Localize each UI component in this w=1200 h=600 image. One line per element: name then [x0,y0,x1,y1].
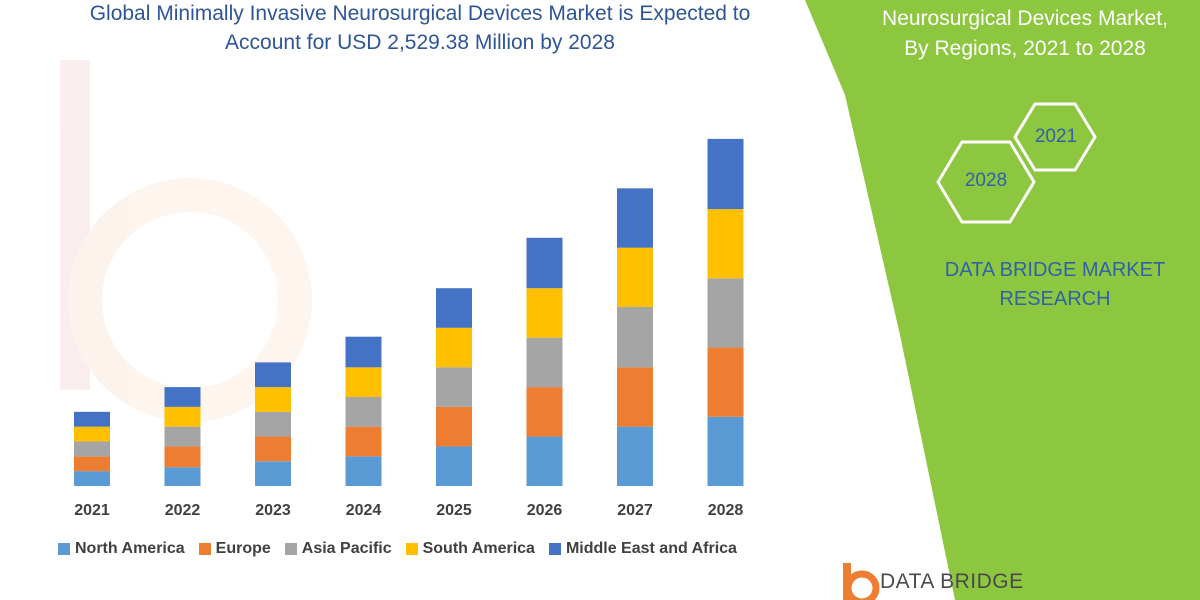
bar-2028-series-3 [707,209,744,279]
logo-text: DATA BRIDGE [880,570,1024,593]
corner-logo [843,563,880,600]
bar-2027-series-3 [617,247,653,308]
legend-swatch [284,543,297,555]
bar-2026-series-2 [526,337,563,388]
bar-2021-series-0 [74,471,110,486]
bar-2023-series-1 [255,436,291,462]
bar-2028-series-0 [707,416,744,486]
legend-swatch [405,543,418,555]
bar-2026-series-4 [526,237,563,289]
bar-2024-series-2 [345,397,382,427]
x-tick-label: 2023 [255,502,291,519]
legend-item: North America [58,540,185,558]
bar-2021-series-2 [74,441,110,457]
bar-2025-series-3 [436,327,472,368]
legend-swatch [58,543,70,555]
bar-2024-series-3 [345,367,382,397]
x-tick-label: 2027 [617,502,653,519]
x-tick-label: 2021 [74,502,110,519]
chart-title-line-1: Global Minimally Invasive Neurosurgical … [89,2,751,25]
bar-2025-series-4 [436,288,472,328]
bar-2025-series-1 [436,406,472,447]
bar-2021-series-1 [74,456,110,472]
x-tick-label: 2026 [526,502,563,519]
brand-line-2: RESEARCH [999,288,1111,310]
bar-2024-series-1 [345,426,382,457]
legend-swatch [198,543,211,555]
side-title-line-2: By Regions, 2021 to 2028 [904,37,1146,60]
bar-2023-series-3 [255,387,291,412]
x-tick-label: 2024 [345,502,382,519]
brand-line-1: DATA BRIDGE MARKET [944,259,1166,281]
bar-2025-series-0 [436,446,472,486]
bar-2027-series-0 [617,426,653,486]
bar-2026-series-0 [526,436,563,486]
bar-2028-series-2 [707,278,744,348]
bar-2028-series-4 [707,138,744,210]
bar-2027-series-4 [617,188,653,248]
x-tick-label: 2028 [707,502,744,519]
legend-item: Asia Pacific [284,540,392,558]
bar-2027-series-2 [617,307,653,368]
chart-title-line-2: Account for USD 2,529.38 Million by 2028 [225,31,615,54]
side-title-line-1: Neurosurgical Devices Market, [882,7,1168,30]
bar-2025-series-2 [436,367,472,407]
bar-2022-series-4 [164,387,201,407]
chart-legend: North America Europe Asia Pacific South Ame… [58,540,737,558]
legend-item: Middle East and Africa [548,540,737,558]
bar-2026-series-3 [526,288,563,338]
hexagon-2021 [1013,102,1097,172]
green-side-panel [805,0,1200,600]
hexagon-2028 [936,140,1036,224]
bar-2023-series-2 [255,411,291,437]
legend-label: North America [75,540,185,557]
bar-2023-series-0 [255,461,291,486]
bar-2023-series-4 [255,362,291,388]
hexagon-label-2021: 2021 [1034,126,1078,147]
hexagon-label-2028: 2028 [964,170,1008,191]
x-tick-label: 2022 [164,502,201,519]
watermark-logo [60,60,312,422]
bar-2024-series-4 [345,336,382,368]
bar-2028-series-1 [707,347,744,417]
bar-2024-series-0 [345,456,382,486]
legend-label: Middle East and Africa [565,540,737,557]
bar-2022-series-3 [164,406,201,427]
legend-label: Asia Pacific [301,540,392,557]
bar-2021-series-4 [74,411,110,427]
legend-label: Europe [215,540,271,557]
bar-2022-series-2 [164,426,201,447]
bar-2021-series-3 [74,426,110,442]
legend-item: Europe [198,540,271,558]
stacked-bars [74,138,744,486]
bar-2027-series-1 [617,367,653,427]
bar-2026-series-1 [526,387,563,437]
bar-2022-series-1 [164,446,201,468]
x-tick-label: 2025 [436,502,472,519]
legend-label: South America [422,540,535,557]
bar-2022-series-0 [164,467,201,486]
legend-swatch [548,543,561,555]
legend-item: South America [405,540,535,558]
